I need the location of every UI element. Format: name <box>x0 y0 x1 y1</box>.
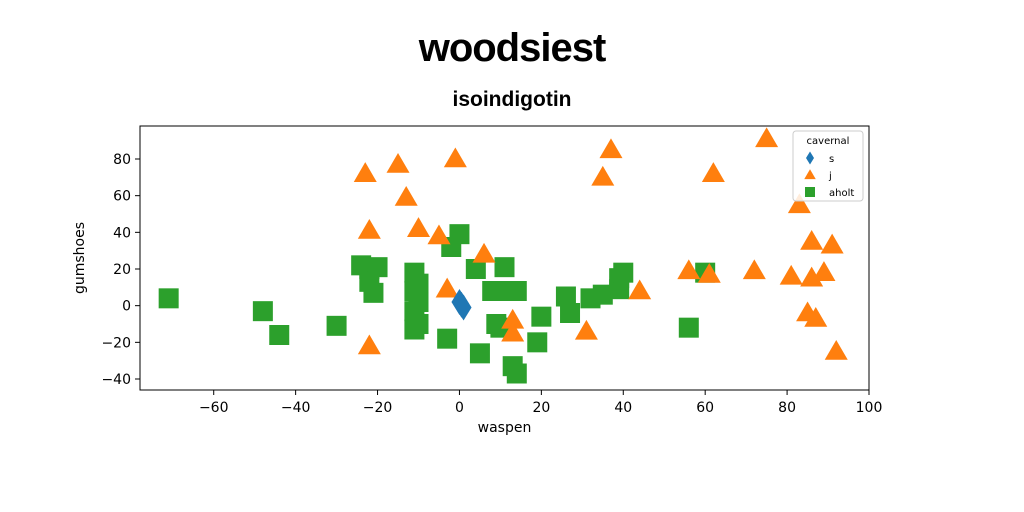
triangle-point <box>357 219 381 239</box>
y-axis-ticks: −40 −20 0 20 40 60 80 <box>101 152 140 388</box>
square-point <box>592 284 613 305</box>
square-point <box>613 262 634 283</box>
legend-marker <box>804 169 816 180</box>
square-point <box>367 257 388 278</box>
square-point <box>252 301 273 322</box>
x-tick-label: 80 <box>778 400 796 416</box>
square-point <box>326 315 347 336</box>
x-tick-label: 40 <box>614 400 632 416</box>
chart-title: woodsiest <box>418 26 607 70</box>
triangle-point <box>820 233 844 254</box>
triangle-point <box>677 259 701 280</box>
legend-label: aholt <box>829 188 854 199</box>
triangle-point <box>800 266 824 287</box>
x-tick-label: 60 <box>696 400 714 416</box>
y-tick-label: −20 <box>101 335 131 351</box>
plot-marks <box>158 127 848 384</box>
square-point <box>408 314 429 334</box>
x-axis-ticks: −60 −40 −20 0 20 40 60 80 100 <box>199 390 882 416</box>
x-axis-label: waspen <box>478 420 532 436</box>
square-point <box>506 281 527 301</box>
x-tick-label: 100 <box>856 400 883 416</box>
triangle-point <box>443 147 467 168</box>
square-point <box>469 343 490 364</box>
triangle-point <box>591 165 615 186</box>
triangle-point <box>701 162 725 182</box>
triangle-point <box>386 153 410 173</box>
square-point <box>158 288 179 309</box>
y-tick-label: −40 <box>101 372 131 388</box>
y-tick-label: 20 <box>113 262 131 278</box>
square-point <box>560 303 581 323</box>
square-point <box>678 317 699 338</box>
square-point <box>531 306 552 327</box>
x-tick-label: −20 <box>363 400 393 416</box>
triangle-point <box>501 308 525 329</box>
triangle-point <box>501 321 525 342</box>
square-point <box>506 363 527 384</box>
triangle-point <box>812 261 836 281</box>
triangle-point <box>353 162 377 182</box>
triangle-point <box>357 334 381 355</box>
triangle-point <box>800 230 824 250</box>
triangle-point <box>804 307 828 327</box>
triangle-point <box>394 186 418 206</box>
legend-box <box>792 130 864 202</box>
triangle-point <box>628 279 652 300</box>
square-point <box>408 273 429 294</box>
legend-marker <box>805 187 815 197</box>
triangle-point <box>755 127 779 148</box>
square-point <box>408 292 429 312</box>
legend-label: s <box>829 154 834 165</box>
square-point <box>363 282 384 303</box>
triangle-point <box>697 263 721 283</box>
triangle-point <box>406 217 430 237</box>
triangle-point <box>824 340 848 360</box>
square-point <box>494 257 515 278</box>
y-tick-label: 40 <box>113 225 131 241</box>
triangle-point <box>427 224 451 245</box>
triangle-point <box>787 193 811 214</box>
y-tick-label: 60 <box>113 189 131 205</box>
square-point <box>482 281 503 301</box>
square-point <box>609 279 630 300</box>
triangle-point <box>574 319 598 340</box>
y-tick-label: 0 <box>122 299 131 315</box>
y-axis-label: gumshoes <box>72 222 88 294</box>
triangle-point <box>472 242 496 263</box>
triangle-point <box>435 277 459 298</box>
triangle-point <box>599 138 623 159</box>
square-point <box>555 286 576 307</box>
x-tick-label: 0 <box>455 400 464 416</box>
y-tick-label: 80 <box>113 152 131 168</box>
x-tick-label: −40 <box>281 400 311 416</box>
triangle-point <box>779 264 803 285</box>
square-point <box>437 328 458 349</box>
square-point <box>465 259 486 279</box>
diamond-point <box>455 294 472 321</box>
legend: cavernal sj aholt <box>792 130 864 202</box>
legend-label: j <box>828 171 832 182</box>
chart-subtitle: isoindigotin <box>452 88 572 111</box>
triangle-point <box>742 259 766 280</box>
legend-title: cavernal <box>807 136 850 147</box>
x-tick-label: 20 <box>532 400 550 416</box>
plot-frame <box>139 125 870 391</box>
square-point <box>527 332 548 353</box>
square-point <box>449 224 470 245</box>
legend-marker <box>806 151 814 165</box>
square-point <box>269 325 290 345</box>
x-tick-label: −60 <box>199 400 229 416</box>
